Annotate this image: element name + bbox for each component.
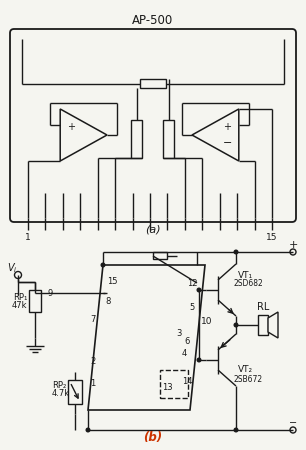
Text: 12: 12 [187,279,197,288]
Text: RL: RL [257,302,269,312]
Bar [258,315,268,335]
Text: −: − [222,138,232,148]
Text: (b): (b) [144,432,162,445]
Text: 14: 14 [182,378,192,387]
Circle shape [197,288,201,292]
Text: 10: 10 [201,318,213,327]
Circle shape [234,323,238,327]
Text: (a): (a) [145,225,161,235]
Bar [153,252,167,259]
Text: +: + [288,240,298,250]
Text: 2SB672: 2SB672 [234,374,263,383]
Bar [140,79,166,88]
Text: 8: 8 [105,297,110,306]
Text: +: + [223,122,231,132]
Text: 1: 1 [25,233,31,242]
Text: 7: 7 [90,315,95,324]
Circle shape [197,358,201,362]
Text: RP₁: RP₁ [13,292,27,302]
Bar [160,370,188,398]
Circle shape [234,428,238,432]
Polygon shape [192,109,239,161]
Text: 6: 6 [184,338,189,346]
Text: 47k: 47k [12,302,27,310]
Polygon shape [88,265,205,410]
Text: 1: 1 [90,379,95,388]
Text: 3: 3 [176,328,181,338]
Text: 4: 4 [182,350,187,359]
Text: −: − [289,418,297,428]
Circle shape [101,263,105,267]
Bar [68,380,82,404]
Text: $V_i$: $V_i$ [7,261,17,275]
Text: RP₂: RP₂ [52,381,66,390]
Text: VT₂: VT₂ [238,365,253,374]
Text: +: + [67,122,75,132]
Polygon shape [60,109,107,161]
Text: 9: 9 [47,288,53,297]
Text: 15: 15 [266,233,278,242]
Text: VT₁: VT₁ [238,270,253,279]
Polygon shape [268,312,278,338]
Bar [131,120,142,158]
Text: 5: 5 [189,302,194,311]
Text: 4.7k: 4.7k [52,390,70,399]
Bar [29,290,41,312]
Text: 13: 13 [162,383,173,392]
Text: 2SD682: 2SD682 [234,279,264,288]
Text: 15: 15 [107,276,118,285]
Text: 2: 2 [90,357,95,366]
Bar [163,120,174,158]
Text: AP-500: AP-500 [132,14,174,27]
FancyBboxPatch shape [10,29,296,222]
Circle shape [86,428,90,432]
Circle shape [234,250,238,254]
